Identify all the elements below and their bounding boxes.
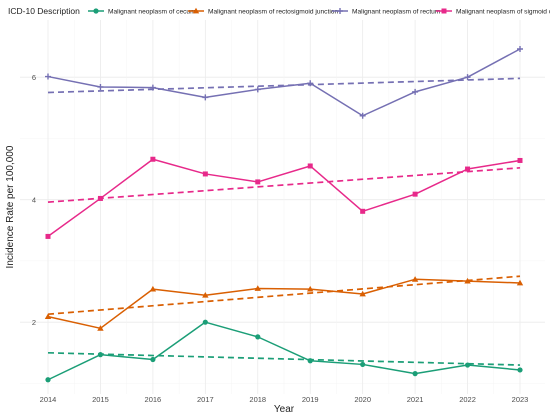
data-point (517, 367, 523, 373)
series-lines (47, 48, 521, 381)
data-point (254, 285, 261, 291)
data-point (202, 319, 208, 325)
data-point (412, 191, 418, 197)
series-line (47, 48, 521, 117)
y-tick-label: 4 (32, 196, 36, 205)
x-axis-title: Year (274, 404, 295, 415)
series-line (47, 158, 521, 238)
data-point (97, 352, 104, 358)
trend-lines (47, 77, 521, 366)
data-point (202, 171, 208, 177)
data-point (149, 285, 157, 292)
data-point (360, 208, 366, 214)
legend-key-marker (337, 8, 343, 14)
data-point (254, 86, 261, 93)
series-line (47, 278, 521, 330)
data-point (255, 179, 261, 185)
y-axis-ticks: 2 4 6 (32, 73, 36, 327)
legend-key-marker (93, 8, 99, 14)
trend-line (47, 166, 521, 203)
trend-line (47, 351, 521, 366)
data-point (412, 88, 419, 95)
data-point (97, 325, 104, 331)
data-point (307, 163, 313, 169)
legend-label: Malignant neoplasm of rectum (352, 9, 441, 16)
gridlines (20, 20, 545, 394)
data-point (411, 276, 419, 282)
legend-label: Malignant neoplasm of cecum (108, 9, 196, 16)
data-point (45, 233, 51, 239)
legend-title: ICD-10 Description (8, 6, 80, 16)
data-point (307, 285, 314, 292)
x-tick-label: 2023 (512, 395, 529, 404)
x-axis-ticks: 2014 2015 2016 2017 2018 2019 2020 2021 2022 2023 (40, 395, 529, 404)
x-tick-label: 2015 (92, 395, 109, 404)
data-point (412, 371, 418, 377)
data-point (97, 195, 103, 201)
x-tick-label: 2020 (354, 395, 371, 404)
data-point (44, 313, 52, 320)
data-point (307, 358, 313, 364)
data-point (516, 279, 524, 286)
y-tick-label: 2 (32, 318, 36, 327)
x-tick-label: 2019 (302, 395, 319, 404)
data-point (149, 84, 156, 91)
x-tick-label: 2016 (145, 395, 162, 404)
data-point (45, 73, 51, 80)
legend-key-marker (441, 8, 447, 14)
data-point (517, 45, 523, 52)
x-tick-label: 2017 (197, 395, 214, 404)
data-point (465, 166, 471, 172)
data-point (307, 80, 314, 87)
y-tick-label: 6 (32, 73, 36, 82)
y-axis-title: Incidence Rate per 100,000 (5, 145, 16, 268)
x-tick-label: 2022 (459, 395, 476, 404)
data-point (150, 156, 156, 162)
x-tick-label: 2018 (249, 395, 266, 404)
data-point (202, 94, 209, 101)
trend-line (47, 77, 521, 94)
data-point (45, 377, 51, 383)
x-tick-label: 2021 (407, 395, 424, 404)
legend-label: Malignant neoplasm of rectosigmoid junct… (208, 9, 338, 16)
legend-key-marker (192, 7, 200, 14)
data-point (255, 334, 261, 340)
data-points (44, 45, 524, 383)
data-point (150, 356, 156, 363)
data-point (202, 292, 209, 298)
x-tick-label: 2014 (40, 395, 57, 404)
data-point (464, 277, 471, 284)
data-point (97, 83, 104, 90)
data-point (517, 157, 523, 163)
data-point (464, 74, 471, 81)
legend-label: Malignant neoplasm of sigmoid colon (456, 9, 550, 16)
data-point (360, 361, 366, 368)
data-point (359, 290, 366, 297)
data-point (359, 112, 366, 119)
data-point (464, 362, 471, 368)
legend: ICD-10 Description Malignant neoplasm of… (8, 6, 550, 16)
series-line (47, 321, 521, 381)
trend-line (47, 275, 521, 316)
